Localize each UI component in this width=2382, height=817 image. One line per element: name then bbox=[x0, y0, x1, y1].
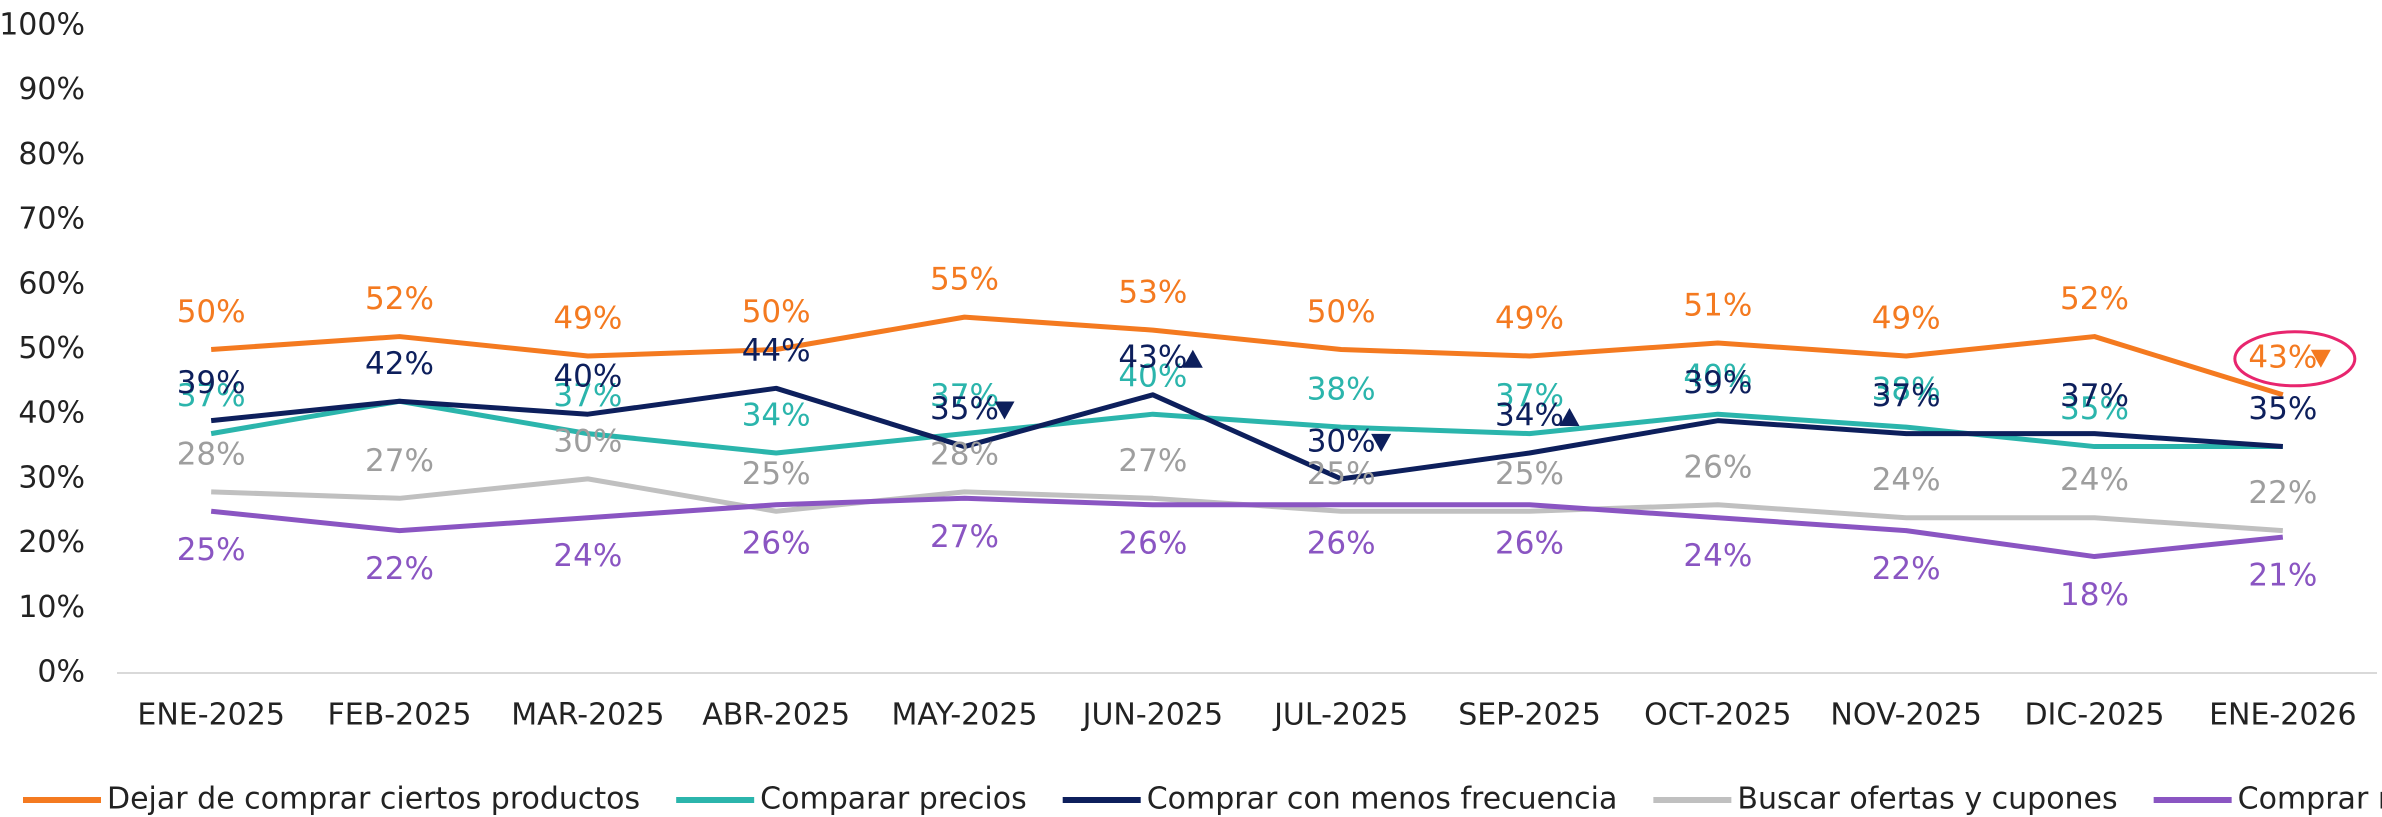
x-tick-label: ABR-2025 bbox=[702, 698, 850, 733]
legend-label: Buscar ofertas y cupones bbox=[1737, 782, 2117, 817]
data-label: 28% bbox=[930, 436, 999, 472]
data-label: 37% bbox=[2060, 378, 2129, 414]
data-label: 40% bbox=[1118, 359, 1187, 395]
y-tick-label: 50% bbox=[18, 331, 85, 366]
data-label: 40% bbox=[1683, 359, 1752, 395]
data-label: 35% bbox=[930, 391, 999, 427]
data-label: 49% bbox=[1495, 300, 1564, 336]
data-label: 37% bbox=[930, 378, 999, 414]
data-label: 22% bbox=[1872, 551, 1941, 587]
data-label: 26% bbox=[1683, 449, 1752, 485]
data-label: 34% bbox=[1495, 398, 1564, 434]
data-label: 30% bbox=[553, 423, 622, 459]
data-label: 37% bbox=[177, 378, 246, 414]
data-label: 40% bbox=[553, 359, 622, 395]
data-label: 39% bbox=[1683, 365, 1752, 401]
data-label: 24% bbox=[1683, 538, 1752, 574]
y-tick-label: 40% bbox=[18, 396, 85, 431]
data-label: 38% bbox=[1307, 372, 1376, 408]
data-label: 22% bbox=[365, 551, 434, 587]
x-tick-label: SEP-2025 bbox=[1458, 698, 1601, 733]
data-label: 35% bbox=[2248, 391, 2317, 427]
data-label: 28% bbox=[177, 436, 246, 472]
x-tick-label: NOV-2025 bbox=[1830, 698, 1981, 733]
data-label: 24% bbox=[2060, 462, 2129, 498]
data-label: 44% bbox=[742, 333, 811, 369]
trend-arrow bbox=[1371, 433, 1392, 452]
y-tick-label: 10% bbox=[18, 590, 85, 625]
data-label: 37% bbox=[553, 378, 622, 414]
data-label: 27% bbox=[1118, 443, 1187, 479]
legend-label: Comprar marcas similares bbox=[2238, 782, 2382, 817]
data-label: 25% bbox=[742, 456, 811, 492]
data-label: 22% bbox=[2248, 475, 2317, 511]
y-tick-label: 0% bbox=[37, 655, 85, 690]
trend-arrow bbox=[2310, 349, 2331, 368]
data-label: 24% bbox=[1872, 462, 1941, 498]
data-label: 42% bbox=[365, 346, 434, 382]
data-label: 18% bbox=[2060, 577, 2129, 613]
series-line bbox=[210, 385, 2284, 482]
data-label: 39% bbox=[177, 365, 246, 401]
x-tick-label: MAY-2025 bbox=[891, 698, 1037, 733]
data-label: 30% bbox=[1307, 423, 1376, 459]
series-line bbox=[210, 314, 2284, 398]
y-tick-label: 60% bbox=[18, 266, 85, 301]
data-label: 35% bbox=[2060, 391, 2129, 427]
data-label: 52% bbox=[2060, 281, 2129, 317]
trend-arrow bbox=[1559, 408, 1580, 427]
data-label: 26% bbox=[1307, 525, 1376, 561]
highlight-ellipse bbox=[2233, 330, 2357, 388]
y-tick-label: 80% bbox=[18, 137, 85, 172]
x-tick-label: FEB-2025 bbox=[328, 698, 472, 733]
data-label: 27% bbox=[930, 519, 999, 555]
legend-label: Comprar con menos frecuencia bbox=[1147, 782, 1618, 817]
data-label: 55% bbox=[930, 262, 999, 298]
data-label: 25% bbox=[177, 532, 246, 568]
y-tick-label: 30% bbox=[18, 460, 85, 495]
data-label: 43% bbox=[2248, 339, 2317, 375]
x-tick-label: ENE-2025 bbox=[137, 698, 285, 733]
series-line bbox=[210, 398, 2283, 456]
data-label: 27% bbox=[365, 443, 434, 479]
data-label: 34% bbox=[742, 398, 811, 434]
data-label: 26% bbox=[1495, 525, 1564, 561]
trend-arrow bbox=[994, 401, 1015, 420]
series-line bbox=[210, 495, 2284, 560]
data-label: 25% bbox=[1307, 456, 1376, 492]
data-label: 38% bbox=[1872, 372, 1941, 408]
x-tick-label: MAR-2025 bbox=[511, 698, 664, 733]
data-label: 51% bbox=[1683, 288, 1752, 324]
x-tick-label: JUL-2025 bbox=[1272, 698, 1408, 733]
y-tick-label: 20% bbox=[18, 525, 85, 560]
data-label: 24% bbox=[553, 538, 622, 574]
data-label: 26% bbox=[742, 525, 811, 561]
data-label: 37% bbox=[1872, 378, 1941, 414]
data-label: 49% bbox=[1872, 300, 1941, 336]
x-tick-label: OCT-2025 bbox=[1644, 698, 1791, 733]
trend-arrow bbox=[1182, 349, 1203, 368]
data-label: 53% bbox=[1118, 275, 1187, 311]
data-label: 37% bbox=[1495, 378, 1564, 414]
y-tick-label: 90% bbox=[18, 72, 85, 107]
data-label: 26% bbox=[1118, 525, 1187, 561]
data-label: 50% bbox=[1307, 294, 1376, 330]
legend-label: Dejar de comprar ciertos productos bbox=[107, 782, 640, 817]
data-label: 50% bbox=[742, 294, 811, 330]
data-label: 21% bbox=[2248, 558, 2317, 594]
y-tick-label: 100% bbox=[0, 8, 85, 43]
legend-label: Comparar precios bbox=[760, 782, 1027, 817]
x-tick-label: DIC-2025 bbox=[2024, 698, 2164, 733]
data-label: 50% bbox=[177, 294, 246, 330]
data-label: 52% bbox=[365, 281, 434, 317]
x-tick-label: JUN-2025 bbox=[1081, 698, 1223, 733]
x-tick-label: ENE-2026 bbox=[2209, 698, 2357, 733]
data-label: 25% bbox=[1495, 456, 1564, 492]
data-label: 43% bbox=[1118, 339, 1187, 375]
data-label: 49% bbox=[553, 300, 622, 336]
y-tick-label: 70% bbox=[18, 202, 85, 237]
